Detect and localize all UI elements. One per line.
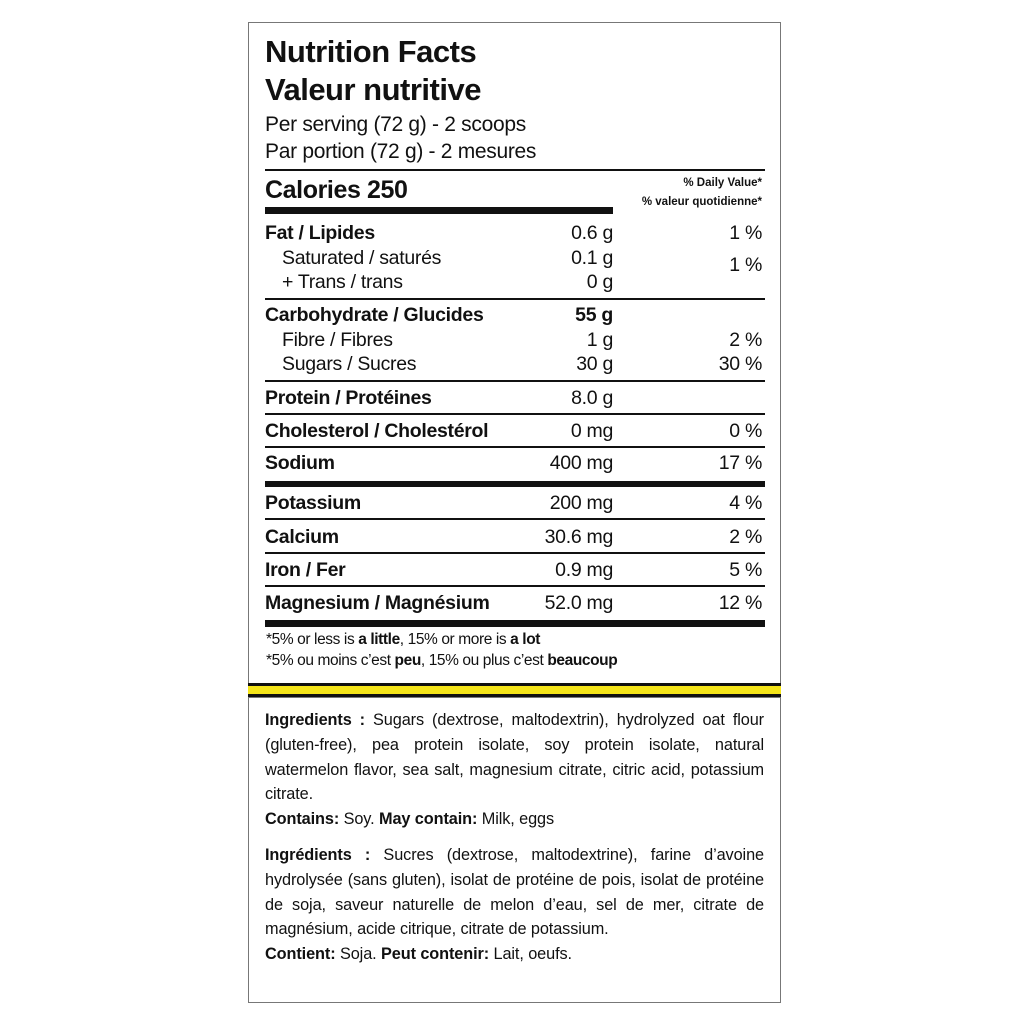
title-en: Nutrition Facts — [265, 34, 477, 69]
divider — [265, 518, 765, 520]
may-contain-text: Lait, oeufs. — [489, 945, 573, 964]
contains-text: Soy. — [339, 810, 379, 829]
nutrient-dv: 1 % — [729, 254, 762, 276]
nutrient-row-sugars: Sugars / Sucres 30 g 30 % — [265, 352, 762, 376]
nutrient-label: Protein / Protéines — [265, 387, 432, 409]
thick-divider — [265, 207, 613, 214]
thick-divider — [265, 481, 765, 487]
divider — [265, 552, 765, 554]
ingredients-panel — [248, 697, 781, 1003]
nutrient-dv: 5 % — [729, 559, 762, 581]
footnote-text: a lot — [510, 631, 541, 648]
nutrient-dv: 1 % — [729, 222, 762, 244]
nutrient-amount: 400 mg — [549, 452, 614, 474]
nutrient-dv: 4 % — [729, 492, 762, 514]
footnote-en: *5% or less is a little, 15% or more is … — [266, 630, 540, 650]
nutrient-amount: 8.0 g — [571, 387, 613, 409]
divider — [265, 380, 765, 382]
nutrient-dv: 0 % — [729, 420, 762, 442]
nutrient-amount: 30 g — [576, 353, 613, 375]
serving-size-fr: Par portion (72 g) - 2 mesures — [265, 140, 537, 163]
title-fr: Valeur nutritive — [265, 72, 481, 107]
nutrient-label: Magnesium / Magnésium — [265, 592, 490, 614]
yellow-stripe — [248, 686, 781, 694]
may-contain-label: May contain: — [379, 810, 478, 829]
footnote-text: a little — [358, 631, 400, 648]
nutrient-row-carbohydrate: Carbohydrate / Glucides 55 g — [265, 303, 762, 327]
nutrient-label: + Trans / trans — [282, 271, 403, 293]
footnote-fr: *5% ou moins c’est peu, 15% ou plus c’es… — [266, 651, 618, 671]
nutrient-dv: 2 % — [729, 526, 762, 548]
calories: Calories 250 — [265, 176, 408, 204]
contains-text: Soja. — [335, 945, 382, 964]
ingredients-fr: Ingrédients : Sucres (dextrose, maltodex… — [265, 843, 764, 967]
footnote-text: *5% ou moins c’est — [266, 652, 395, 669]
nutrient-dv: 30 % — [718, 353, 763, 375]
nutrient-label: Cholesterol / Cholestérol — [265, 420, 489, 442]
nutrient-row-trans: + Trans / trans 0 g — [265, 270, 762, 294]
nutrient-label: Potassium — [265, 492, 361, 514]
nutrient-amount: 0.9 mg — [555, 559, 613, 581]
nutrient-row-cholesterol: Cholesterol / Cholestérol 0 mg 0 % — [265, 419, 762, 443]
nutrient-row-fibre: Fibre / Fibres 1 g 2 % — [265, 328, 762, 352]
ingredients-label: Ingrédients : — [265, 846, 371, 864]
nutrient-amount: 52.0 mg — [544, 592, 614, 614]
footnote-text: *5% or less is — [266, 631, 359, 648]
nutrient-amount: 0.6 g — [571, 222, 613, 244]
thick-divider — [265, 620, 765, 627]
nutrient-label: Sugars / Sucres — [282, 353, 417, 375]
nutrient-row-calcium: Calcium 30.6 mg 2 % — [265, 525, 762, 549]
nutrient-dv: 17 % — [718, 452, 763, 474]
divider — [265, 413, 765, 415]
divider — [265, 298, 765, 300]
contains-label: Contains: — [265, 810, 340, 829]
nutrient-row-iron: Iron / Fer 0.9 mg 5 % — [265, 558, 762, 582]
nutrient-amount: 30.6 mg — [544, 526, 614, 548]
nutrient-amount: 1 g — [586, 329, 614, 351]
serving-size-en: Per serving (72 g) - 2 scoops — [265, 113, 526, 136]
nutrient-row-saturated: Saturated / saturés 0.1 g — [265, 246, 762, 270]
may-contain-label: Peut contenir: — [381, 945, 490, 964]
may-contain-text: Milk, eggs — [477, 810, 555, 829]
nutrient-row-sodium: Sodium 400 mg 17 % — [265, 451, 762, 475]
ingredients-text: Sugars (dextrose, maltodextrin), hydroly… — [265, 711, 764, 804]
nutrient-row-fat: Fat / Lipides 0.6 g 1 % — [265, 221, 762, 245]
nutrient-label: Iron / Fer — [265, 559, 346, 581]
nutrient-dv: 2 % — [729, 329, 762, 351]
nutrient-row-magnesium: Magnesium / Magnésium 52.0 mg 12 % — [265, 591, 762, 615]
ingredients-en: Ingredients : Sugars (dextrose, maltodex… — [265, 708, 764, 832]
nutrient-amount: 0.1 g — [571, 247, 613, 269]
nutrient-amount: 0 g — [586, 271, 614, 293]
nutrient-row-potassium: Potassium 200 mg 4 % — [265, 491, 762, 515]
footnote-text: peu — [394, 652, 422, 669]
nutrient-label: Sodium — [265, 452, 335, 474]
nutrient-label: Saturated / saturés — [282, 247, 442, 269]
nutrient-row-sat-trans-dv: 1 % — [265, 253, 762, 277]
nutrient-label: Fat / Lipides — [265, 222, 375, 244]
nutrient-amount: 0 mg — [570, 420, 613, 442]
daily-value-header-en: % Daily Value* — [683, 177, 762, 189]
ingredients-label: Ingredients : — [265, 711, 365, 729]
divider — [265, 585, 765, 587]
contains-label: Contient: — [265, 945, 336, 964]
nutrient-amount: 200 mg — [549, 492, 614, 514]
daily-value-header-fr: % valeur quotidienne* — [641, 196, 762, 208]
divider — [265, 169, 765, 171]
ingredients-text: Sucres (dextrose, maltodextrine), farine… — [265, 846, 764, 939]
nutrient-dv: 12 % — [718, 592, 763, 614]
stripe-border — [248, 694, 781, 697]
footnote-text: beaucoup — [547, 652, 618, 669]
nutrient-label: Carbohydrate / Glucides — [265, 304, 484, 326]
nutrient-row-protein: Protein / Protéines 8.0 g — [265, 386, 762, 410]
nutrient-label: Fibre / Fibres — [282, 329, 393, 351]
nutrient-label: Calcium — [265, 526, 339, 548]
divider — [265, 446, 765, 448]
nutrient-amount: 55 g — [575, 304, 613, 326]
footnote-text: , 15% ou plus c’est — [420, 652, 548, 669]
footnote-text: , 15% or more is — [399, 631, 511, 648]
stripe-border — [248, 683, 781, 686]
